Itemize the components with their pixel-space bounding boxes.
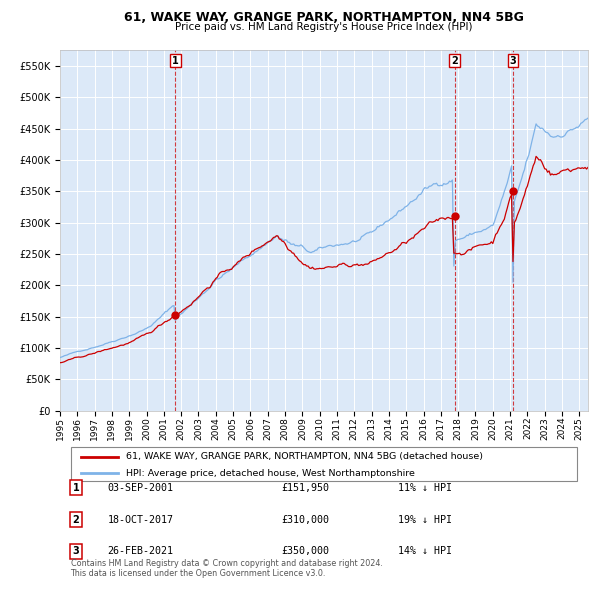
Text: 61, WAKE WAY, GRANGE PARK, NORTHAMPTON, NN4 5BG: 61, WAKE WAY, GRANGE PARK, NORTHAMPTON, …	[124, 11, 524, 24]
Text: Price paid vs. HM Land Registry's House Price Index (HPI): Price paid vs. HM Land Registry's House …	[175, 22, 473, 32]
Text: 18-OCT-2017: 18-OCT-2017	[107, 514, 173, 525]
Text: 26-FEB-2021: 26-FEB-2021	[107, 546, 173, 556]
Text: £310,000: £310,000	[282, 514, 330, 525]
Text: 3: 3	[509, 55, 516, 65]
Text: £350,000: £350,000	[282, 546, 330, 556]
Text: 1: 1	[73, 483, 79, 493]
Text: £151,950: £151,950	[282, 483, 330, 493]
Text: 03-SEP-2001: 03-SEP-2001	[107, 483, 173, 493]
Text: 2: 2	[451, 55, 458, 65]
FancyBboxPatch shape	[71, 447, 577, 481]
Text: 61, WAKE WAY, GRANGE PARK, NORTHAMPTON, NN4 5BG (detached house): 61, WAKE WAY, GRANGE PARK, NORTHAMPTON, …	[126, 452, 483, 461]
Text: 14% ↓ HPI: 14% ↓ HPI	[398, 546, 452, 556]
Text: HPI: Average price, detached house, West Northamptonshire: HPI: Average price, detached house, West…	[126, 469, 415, 478]
Text: 3: 3	[73, 546, 79, 556]
Text: 2: 2	[73, 514, 79, 525]
Text: 1: 1	[172, 55, 179, 65]
Text: Contains HM Land Registry data © Crown copyright and database right 2024.
This d: Contains HM Land Registry data © Crown c…	[71, 559, 382, 578]
Text: 19% ↓ HPI: 19% ↓ HPI	[398, 514, 452, 525]
Text: 11% ↓ HPI: 11% ↓ HPI	[398, 483, 452, 493]
